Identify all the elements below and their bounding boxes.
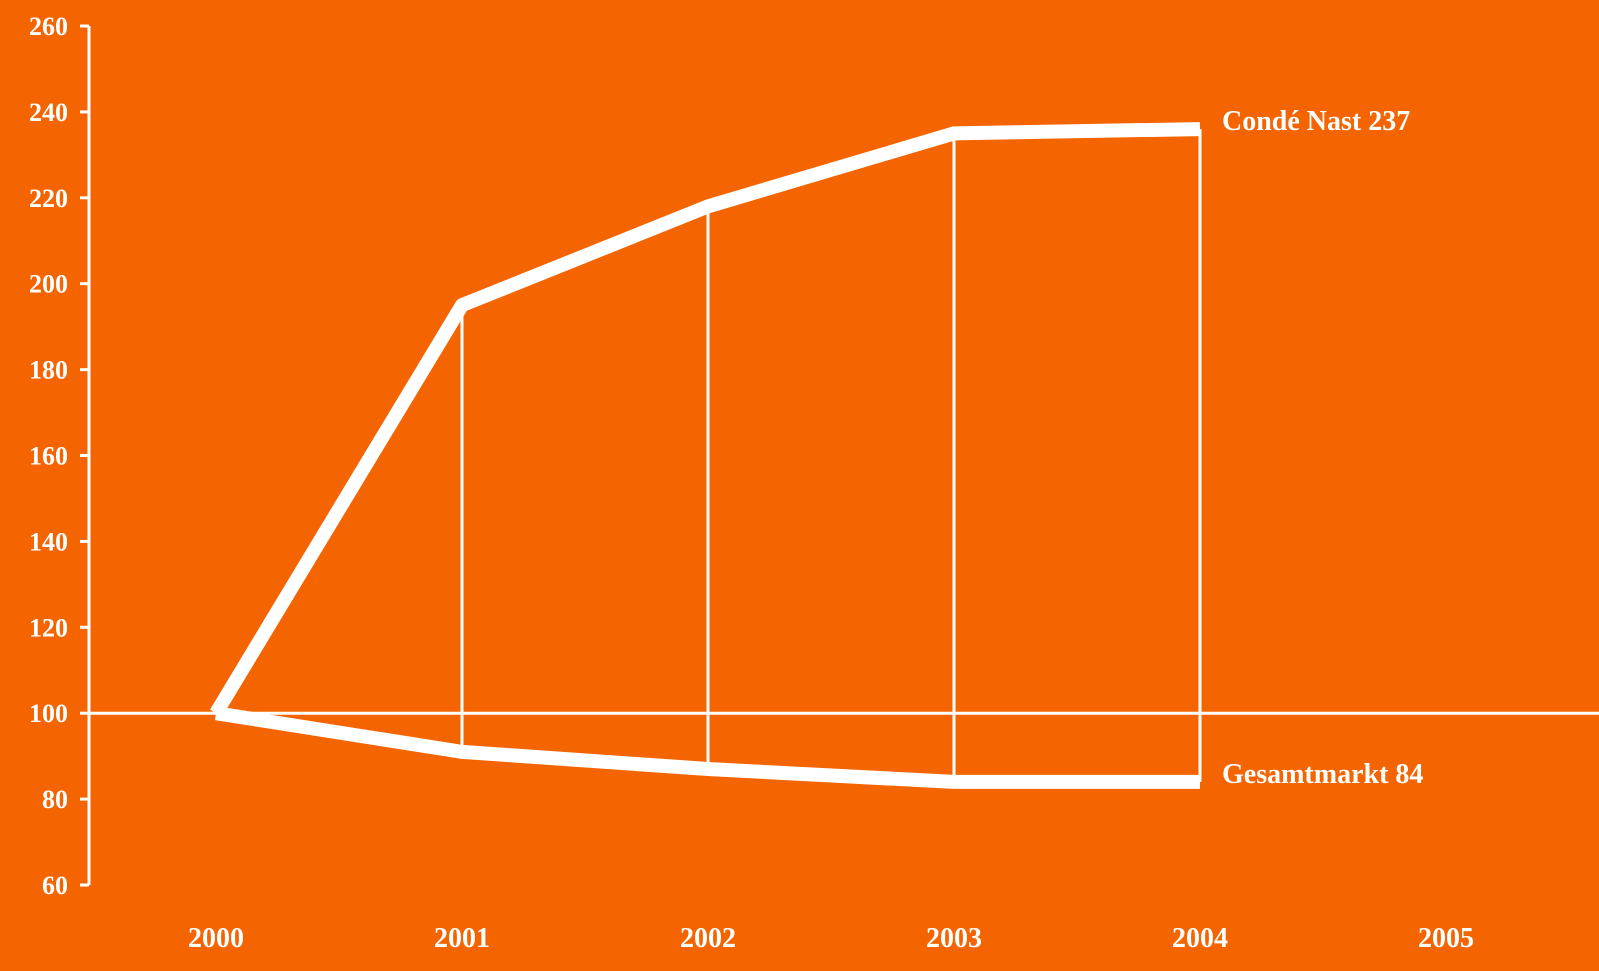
y-tick-label-160: 160 <box>29 442 68 471</box>
x-tick-label-2001: 2001 <box>434 923 490 954</box>
y-tick-label-60: 60 <box>42 871 68 900</box>
drop-lines <box>460 129 1202 782</box>
y-tick-label-180: 180 <box>29 356 68 385</box>
y-tick-label-220: 220 <box>29 184 68 213</box>
x-tick-label-2003: 2003 <box>926 923 982 954</box>
y-tick-label-200: 200 <box>29 270 68 299</box>
y-tick-label-120: 120 <box>29 613 68 642</box>
series-label-gesamtmarkt: Gesamtmarkt 84 <box>1222 759 1423 790</box>
x-tick-label-2002: 2002 <box>680 923 736 954</box>
series-lines <box>210 122 1201 789</box>
series-line-gesamtmarkt <box>214 706 1200 789</box>
x-tick-label-2004: 2004 <box>1172 923 1228 954</box>
y-tick-label-80: 80 <box>42 785 68 814</box>
x-axis-ticks: 2000 2001 2002 2003 2004 2005 <box>188 923 1474 954</box>
y-tick-label-240: 240 <box>29 98 68 127</box>
x-tick-label-2000: 2000 <box>188 923 244 954</box>
y-axis-ticks: 60 80 100 120 140 160 180 200 220 240 260 <box>29 12 89 900</box>
y-tick-label-260: 260 <box>29 12 68 41</box>
series-line-conde-nast <box>210 122 1201 717</box>
x-tick-label-2005: 2005 <box>1418 923 1474 954</box>
series-label-conde-nast: Condé Nast 237 <box>1222 106 1410 137</box>
y-tick-label-100: 100 <box>29 699 68 728</box>
y-tick-label-140: 140 <box>29 527 68 556</box>
